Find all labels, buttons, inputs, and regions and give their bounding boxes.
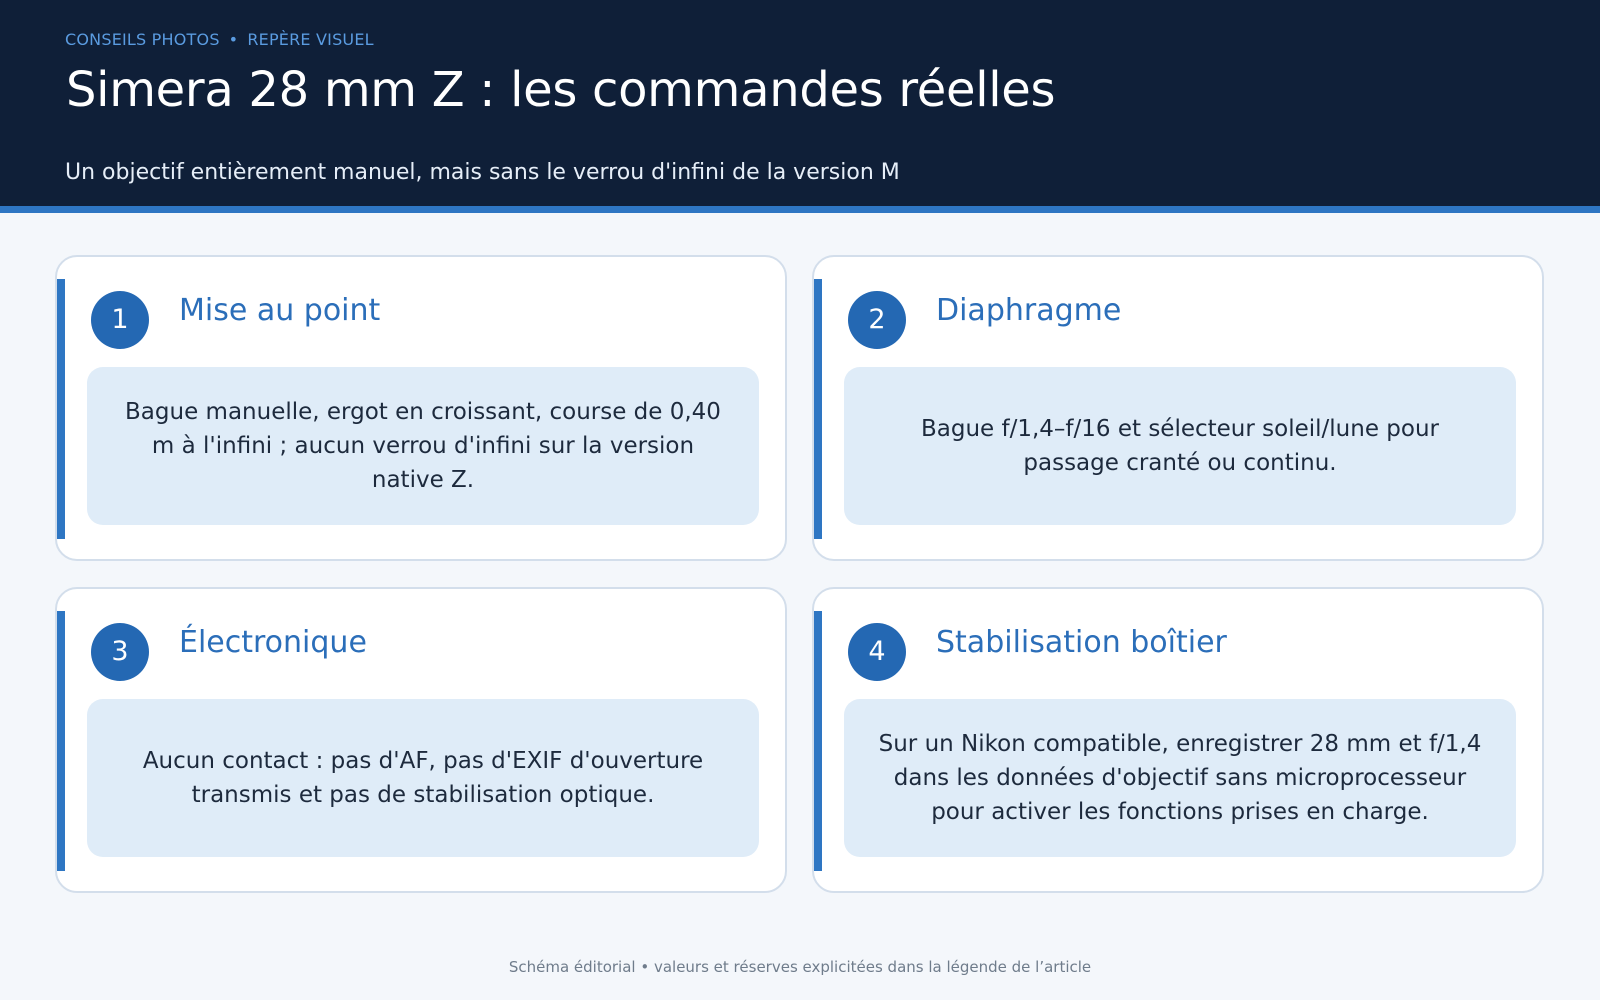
- card-accent-bar: [814, 279, 822, 539]
- page-subtitle: Un objectif entièrement manuel, mais san…: [65, 160, 900, 185]
- breadcrumb-separator: •: [228, 30, 239, 49]
- breadcrumb: CONSEILS PHOTOS • REPÈRE VISUEL: [65, 30, 374, 49]
- card-title: Électronique: [179, 625, 367, 660]
- page-title: Simera 28 mm Z : les commandes réelles: [66, 62, 1056, 118]
- card-title: Mise au point: [179, 293, 381, 328]
- breadcrumb-section: CONSEILS PHOTOS: [65, 30, 220, 49]
- card-description: Bague manuelle, ergot en croissant, cour…: [87, 367, 759, 525]
- step-number-badge: 2: [848, 291, 906, 349]
- step-number-badge: 3: [91, 623, 149, 681]
- card-stabilization: 4 Stabilisation boîtier Sur un Nikon com…: [812, 587, 1544, 893]
- card-electronics: 3 Électronique Aucun contact : pas d'AF,…: [55, 587, 787, 893]
- footer-note: Schéma éditorial • valeurs et réserves e…: [508, 958, 1092, 976]
- card-title: Diaphragme: [936, 293, 1122, 328]
- card-accent-bar: [814, 611, 822, 871]
- card-description: Bague f/1,4–f/16 et sélecteur soleil/lun…: [844, 367, 1516, 525]
- card-description: Aucun contact : pas d'AF, pas d'EXIF d'o…: [87, 699, 759, 857]
- step-number-badge: 4: [848, 623, 906, 681]
- page-header: CONSEILS PHOTOS • REPÈRE VISUEL Simera 28 …: [0, 0, 1600, 213]
- card-description-text: Bague manuelle, ergot en croissant, cour…: [125, 399, 721, 493]
- card-title: Stabilisation boîtier: [936, 625, 1227, 660]
- card-accent-bar: [57, 279, 65, 539]
- breadcrumb-topic: REPÈRE VISUEL: [247, 30, 374, 49]
- card-description-text: Aucun contact : pas d'AF, pas d'EXIF d'o…: [142, 748, 704, 808]
- card-description-text: Bague f/1,4–f/16 et sélecteur soleil/lun…: [920, 416, 1439, 476]
- card-accent-bar: [57, 611, 65, 871]
- card-aperture: 2 Diaphragme Bague f/1,4–f/16 et sélecte…: [812, 255, 1544, 561]
- card-description: Sur un Nikon compatible, enregistrer 28 …: [844, 699, 1516, 857]
- card-focus: 1 Mise au point Bague manuelle, ergot en…: [55, 255, 787, 561]
- card-description-text: Sur un Nikon compatible, enregistrer 28 …: [878, 731, 1482, 825]
- step-number-badge: 1: [91, 291, 149, 349]
